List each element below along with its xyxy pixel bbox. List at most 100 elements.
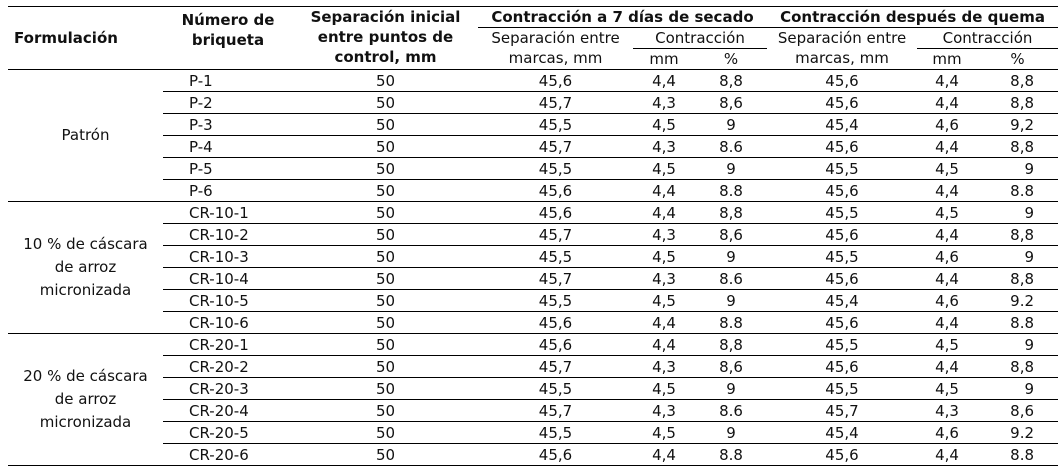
- cell-contraccion-mm-7: 4,4: [633, 333, 695, 356]
- cell-briqueta: P-1: [163, 69, 293, 92]
- header-pct-7: %: [695, 48, 767, 70]
- table-row: CR-20-2 50 45,7 4,3 8,6 45,6 4,4 8,8: [8, 355, 1059, 378]
- cell-contraccion-mm-quema: 4,3: [917, 399, 977, 422]
- cell-contraccion-pct-quema: 9: [977, 377, 1059, 400]
- table-row: 10 % de cáscara de arroz micronizada CR-10-…: [8, 201, 1059, 334]
- cell-sep-marcas-quema: 45,6: [767, 355, 917, 378]
- cell-contraccion-mm-quema: 4,5: [917, 333, 977, 356]
- table-row: P-3 50 45,5 4,5 9 45,4 4,6 9,2: [8, 113, 1059, 136]
- cell-briqueta: CR-20-6: [163, 443, 293, 466]
- cell-sep-marcas-quema: 45,7: [767, 399, 917, 422]
- cell-separacion-inicial: 50: [293, 113, 478, 136]
- cell-sep-marcas-7: 45,5: [478, 421, 633, 444]
- cell-sep-marcas-quema: 45,5: [767, 377, 917, 400]
- cell-separacion-inicial: 50: [293, 157, 478, 180]
- formulacion-label-line: de arroz: [54, 258, 117, 276]
- cell-separacion-inicial: 50: [293, 201, 478, 224]
- cell-separacion-inicial: 50: [293, 223, 478, 246]
- cell-contraccion-pct-quema: 8,8: [977, 91, 1059, 114]
- table-row: CR-10-4 50 45,7 4,3 8.6 45,6 4,4 8,8: [8, 267, 1059, 290]
- cell-contraccion-mm-quema: 4,5: [917, 201, 977, 224]
- cell-contraccion-mm-7: 4,5: [633, 377, 695, 400]
- cell-sep-marcas-quema: 45,6: [767, 91, 917, 114]
- cell-contraccion-pct-quema: 8,8: [977, 355, 1059, 378]
- cell-contraccion-pct-7: 8,6: [695, 91, 767, 114]
- cell-sep-marcas-quema: 45,5: [767, 201, 917, 224]
- header-contraccion-sub-7: Contracción: [633, 27, 767, 49]
- formulacion-label-line: micronizada: [39, 281, 132, 299]
- cell-sep-marcas-7: 45,7: [478, 267, 633, 290]
- cell-briqueta: CR-10-1: [163, 201, 293, 224]
- cell-sep-marcas-7: 45,6: [478, 333, 633, 356]
- cell-contraccion-pct-7: 8.8: [695, 179, 767, 202]
- cell-separacion-inicial: 50: [293, 135, 478, 158]
- cell-sep-marcas-quema: 45,4: [767, 289, 917, 312]
- cell-contraccion-mm-quema: 4,4: [917, 91, 977, 114]
- cell-contraccion-pct-quema: 9,2: [977, 113, 1059, 136]
- cell-sep-marcas-quema: 45,6: [767, 443, 917, 466]
- cell-contraccion-pct-7: 8,8: [695, 69, 767, 92]
- cell-contraccion-mm-quema: 4,4: [917, 355, 977, 378]
- cell-sep-marcas-7: 45,7: [478, 399, 633, 422]
- cell-briqueta: CR-10-2: [163, 223, 293, 246]
- cell-contraccion-mm-quema: 4,4: [917, 267, 977, 290]
- table-row: 20 % de cáscara de arroz micronizada CR-20-…: [8, 333, 1059, 466]
- table-row: CR-20-4 50 45,7 4,3 8.6 45,7 4,3 8,6: [8, 399, 1059, 422]
- cell-contraccion-pct-quema: 9: [977, 201, 1059, 224]
- formulacion-label-line: de arroz: [54, 390, 117, 408]
- cell-separacion-inicial: 50: [293, 289, 478, 312]
- cell-sep-marcas-quema: 45,5: [767, 333, 917, 356]
- cell-sep-marcas-quema: 45,4: [767, 113, 917, 136]
- table-row: CR-20-3 50 45,5 4,5 9 45,5 4,5 9: [8, 377, 1059, 400]
- table-row: P-6 50 45,6 4,4 8.8 45,6 4,4 8.8: [8, 179, 1059, 202]
- cell-briqueta: CR-20-1: [163, 333, 293, 356]
- header-numero-briqueta: Número de briqueta: [163, 6, 293, 70]
- cell-contraccion-mm-quema: 4,6: [917, 421, 977, 444]
- cell-contraccion-mm-7: 4,5: [633, 113, 695, 136]
- cell-contraccion-mm-quema: 4,5: [917, 377, 977, 400]
- formulacion-label-line: micronizada: [39, 413, 132, 431]
- cell-separacion-inicial: 50: [293, 179, 478, 202]
- cell-sep-marcas-7: 45,6: [478, 179, 633, 202]
- cell-separacion-inicial: 50: [293, 399, 478, 422]
- formulacion-label: Patrón: [8, 69, 163, 202]
- cell-sep-marcas-7: 45,7: [478, 135, 633, 158]
- cell-contraccion-pct-quema: 8,8: [977, 135, 1059, 158]
- cell-contraccion-pct-7: 9: [695, 421, 767, 444]
- cell-briqueta: P-5: [163, 157, 293, 180]
- cell-sep-marcas-7: 45,5: [478, 289, 633, 312]
- header-mm-q: mm: [917, 48, 977, 70]
- header-formulacion: Formulación: [8, 6, 163, 70]
- cell-contraccion-mm-7: 4,5: [633, 245, 695, 268]
- header-sep-marcas-q: Separación entre marcas, mm: [767, 27, 917, 70]
- cell-contraccion-pct-7: 8.8: [695, 311, 767, 334]
- cell-sep-marcas-quema: 45,6: [767, 69, 917, 92]
- cell-sep-marcas-7: 45,6: [478, 311, 633, 334]
- cell-sep-marcas-7: 45,6: [478, 69, 633, 92]
- cell-contraccion-mm-7: 4,5: [633, 421, 695, 444]
- formulacion-label: 20 % de cáscara de arroz micronizada: [8, 333, 163, 466]
- cell-contraccion-pct-7: 9: [695, 245, 767, 268]
- cell-sep-marcas-quema: 45,6: [767, 267, 917, 290]
- cell-contraccion-mm-7: 4,3: [633, 267, 695, 290]
- table-row: CR-10-5 50 45,5 4,5 9 45,4 4,6 9.2: [8, 289, 1059, 312]
- cell-sep-marcas-7: 45,6: [478, 201, 633, 224]
- cell-sep-marcas-7: 45,5: [478, 113, 633, 136]
- table-row: CR-10-3 50 45,5 4,5 9 45,5 4,6 9: [8, 245, 1059, 268]
- cell-briqueta: CR-10-4: [163, 267, 293, 290]
- cell-sep-marcas-quema: 45,5: [767, 157, 917, 180]
- cell-contraccion-mm-quema: 4,4: [917, 179, 977, 202]
- cell-contraccion-mm-7: 4,4: [633, 443, 695, 466]
- cell-contraccion-pct-7: 9: [695, 157, 767, 180]
- table-row: CR-10-2 50 45,7 4,3 8,6 45,6 4,4 8,8: [8, 223, 1059, 246]
- table-row: CR-10-6 50 45,6 4,4 8.8 45,6 4,4 8.8: [8, 311, 1059, 334]
- cell-separacion-inicial: 50: [293, 245, 478, 268]
- cell-contraccion-mm-quema: 4,6: [917, 245, 977, 268]
- header-contraccion-7-dias: Contracción a 7 días de secado: [478, 6, 767, 28]
- cell-contraccion-pct-quema: 8,8: [977, 267, 1059, 290]
- cell-briqueta: P-4: [163, 135, 293, 158]
- table-row: P-4 50 45,7 4,3 8.6 45,6 4,4 8,8: [8, 135, 1059, 158]
- cell-contraccion-mm-quema: 4,4: [917, 223, 977, 246]
- cell-briqueta: CR-20-4: [163, 399, 293, 422]
- cell-sep-marcas-quema: 45,4: [767, 421, 917, 444]
